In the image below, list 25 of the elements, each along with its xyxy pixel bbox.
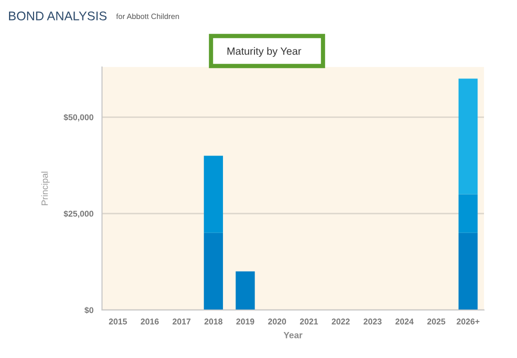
x-tick-label: 2016 [140,318,159,324]
x-tick-label: 2022 [332,318,350,324]
x-tick-label: 2018 [204,318,222,324]
y-axis-title: Principal [41,172,50,206]
y-tick-label: $0 [84,306,94,314]
y-tick-label: $25,000 [64,210,94,218]
bar [236,271,255,310]
x-tick-label: 2026+ [456,318,480,324]
bar [204,156,223,233]
x-tick-label: 2015 [108,318,127,324]
x-tick-label: 2025 [427,318,446,324]
bar [458,232,478,310]
text: BOND ANALYSIS [9,12,107,20]
bar [204,232,223,310]
bar [458,78,478,194]
bar [458,194,478,233]
chart-title: Maturity by Year [228,47,302,57]
x-tick-label: 2021 [300,318,318,324]
x-tick-label: 2017 [172,318,190,324]
x-tick-label: 2019 [236,318,254,324]
x-tick-label: 2023 [364,318,382,324]
x-tick-label: 2020 [268,318,286,324]
x-axis-title: Year [284,332,302,338]
y-tick-label: $50,000 [64,114,94,122]
x-tick-label: 2024 [395,318,414,324]
